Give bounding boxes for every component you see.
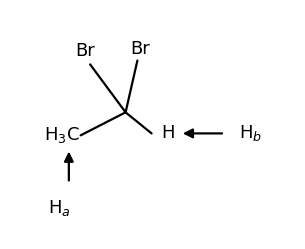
Text: Br: Br bbox=[76, 42, 95, 60]
Text: H: H bbox=[161, 124, 174, 142]
Text: H$_a$: H$_a$ bbox=[48, 198, 71, 218]
Text: H$_b$: H$_b$ bbox=[239, 124, 262, 143]
Text: H$_3$C: H$_3$C bbox=[44, 125, 80, 145]
Text: Br: Br bbox=[130, 40, 150, 58]
